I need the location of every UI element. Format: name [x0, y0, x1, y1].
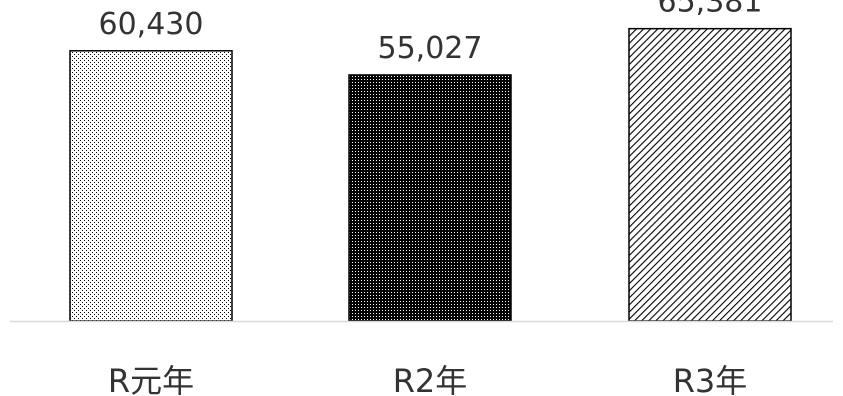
- category-label-2: R2年: [393, 362, 468, 396]
- bar-2: [348, 74, 512, 322]
- bar-3: [628, 27, 792, 322]
- category-label-1: R元年: [108, 362, 194, 396]
- value-label-2: 55,027: [378, 31, 483, 66]
- value-label-1: 60,430: [99, 7, 204, 42]
- bars-group: [69, 27, 792, 322]
- bar-1: [69, 50, 233, 322]
- value-label-3: 65,381: [658, 0, 763, 20]
- category-labels-group: R元年 R2年 R3年: [108, 362, 747, 396]
- value-labels-group: 60,430 55,027 65,381: [99, 0, 763, 66]
- category-label-3: R3年: [673, 362, 748, 396]
